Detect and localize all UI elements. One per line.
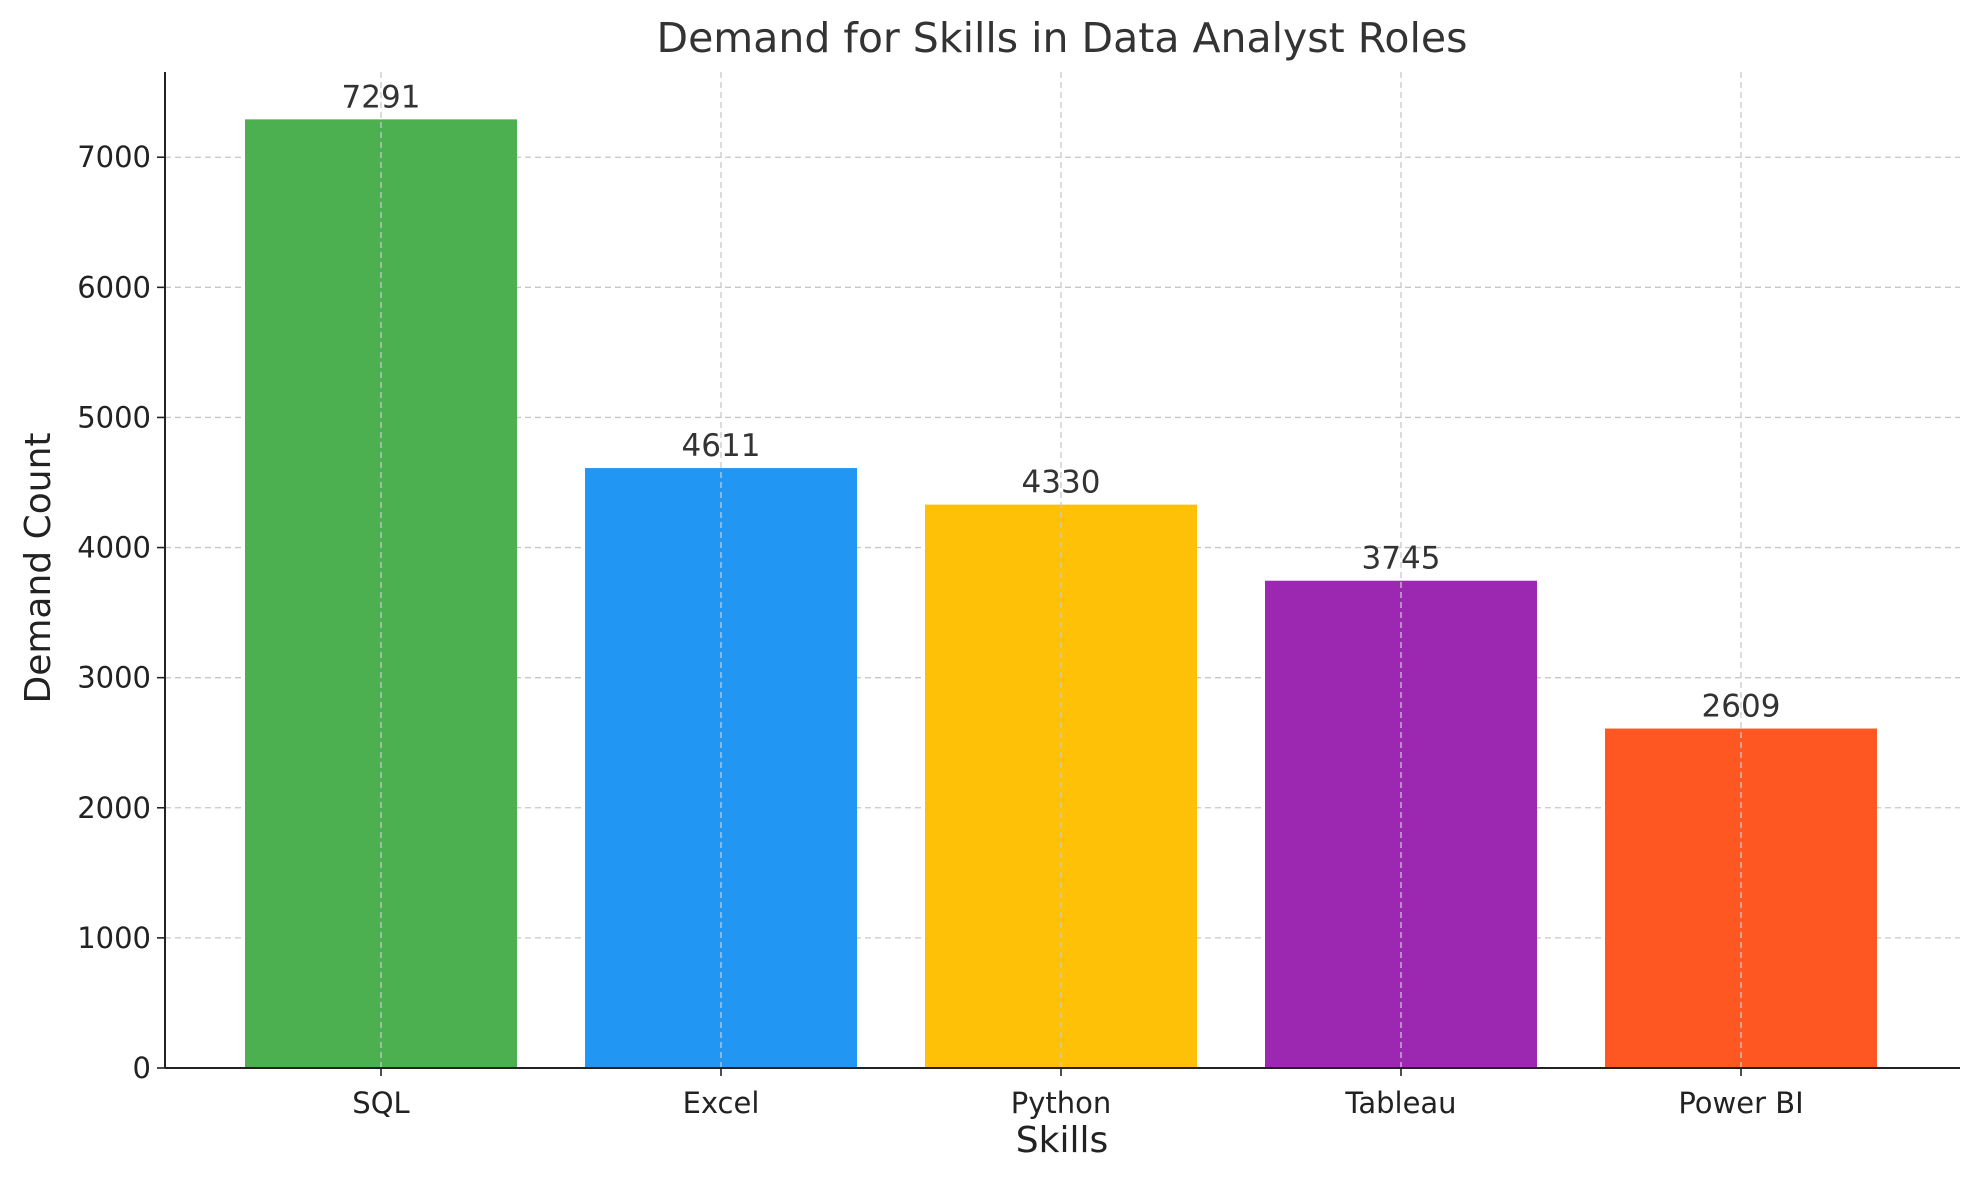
x-tick-label: Tableau bbox=[1344, 1086, 1456, 1120]
y-tick-label: 4000 bbox=[77, 531, 151, 565]
bar-value-label: 7291 bbox=[342, 79, 421, 115]
y-tick-label: 6000 bbox=[77, 270, 151, 304]
y-tick-label: 2000 bbox=[77, 791, 151, 825]
x-tick-label: Excel bbox=[683, 1086, 760, 1120]
y-tick-label: 0 bbox=[133, 1051, 151, 1085]
x-tick-label: Python bbox=[1011, 1086, 1112, 1120]
y-ticks: 0 1000 2000 3000 4000 5000 6000 7000 bbox=[77, 140, 165, 1085]
vertical-grid bbox=[380, 72, 1742, 1068]
x-tick-label: SQL bbox=[352, 1086, 409, 1120]
bar-value-label: 4611 bbox=[682, 428, 761, 464]
x-ticks: SQL Excel Python Tableau Power BI bbox=[352, 1068, 1804, 1120]
y-tick-label: 5000 bbox=[77, 400, 151, 434]
bar-value-label: 4330 bbox=[1022, 465, 1101, 501]
bar-excel bbox=[585, 468, 857, 1069]
y-tick-label: 3000 bbox=[77, 661, 151, 695]
y-tick-label: 7000 bbox=[77, 140, 151, 174]
chart-title: Demand for Skills in Data Analyst Roles bbox=[657, 14, 1468, 62]
bar-value-label: 3745 bbox=[1362, 541, 1441, 577]
value-labels: 7291 4611 4330 3745 2609 bbox=[342, 79, 1781, 724]
axes bbox=[164, 72, 1960, 1069]
bar-value-label: 2609 bbox=[1702, 689, 1781, 725]
y-tick-label: 1000 bbox=[77, 921, 151, 955]
y-axis-label: Demand Count bbox=[18, 432, 59, 703]
x-tick-label: Power BI bbox=[1678, 1086, 1803, 1120]
x-axis-label: Skills bbox=[1016, 1120, 1108, 1161]
